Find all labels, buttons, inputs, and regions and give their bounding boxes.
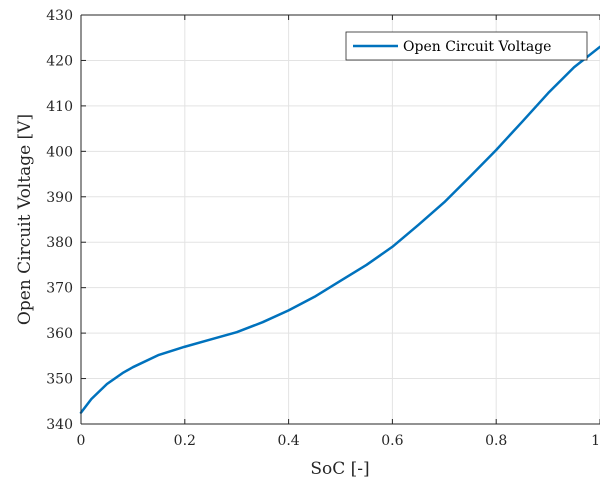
y-tick-label: 430 [46, 8, 73, 24]
y-tick-label: 350 [46, 372, 73, 388]
y-tick-label: 370 [46, 281, 73, 297]
x-tick-label: 0.4 [277, 433, 299, 449]
x-tick-label: 0.6 [381, 433, 403, 449]
legend: Open Circuit Voltage [345, 31, 588, 61]
y-tick-label: 420 [46, 53, 73, 69]
x-tick-label: 0.2 [174, 433, 196, 449]
y-axis-label: Open Circuit Voltage [V] [15, 114, 35, 325]
y-tick-label: 380 [46, 235, 73, 251]
series-line-open-circuit-voltage [79, 45, 600, 414]
y-tick-label: 410 [46, 99, 73, 115]
y-tick-label: 360 [46, 326, 73, 342]
x-tick-label: 1 [591, 433, 600, 449]
y-tick-label: 390 [46, 190, 73, 206]
plot-area [81, 15, 600, 424]
x-tick-label: 0 [77, 433, 86, 449]
x-axis-label: SoC [-] [310, 459, 369, 479]
y-tick-label: 340 [46, 417, 73, 433]
series-layer [79, 45, 600, 414]
axes [80, 14, 600, 425]
legend-label: Open Circuit Voltage [403, 39, 551, 55]
x-tick-label: 0.8 [485, 433, 507, 449]
y-tick-label: 400 [46, 144, 73, 160]
ticks: 0 0.2 0.4 0.6 0.8 1 340 350 360 370 380 390 400 410 42… [46, 8, 600, 449]
